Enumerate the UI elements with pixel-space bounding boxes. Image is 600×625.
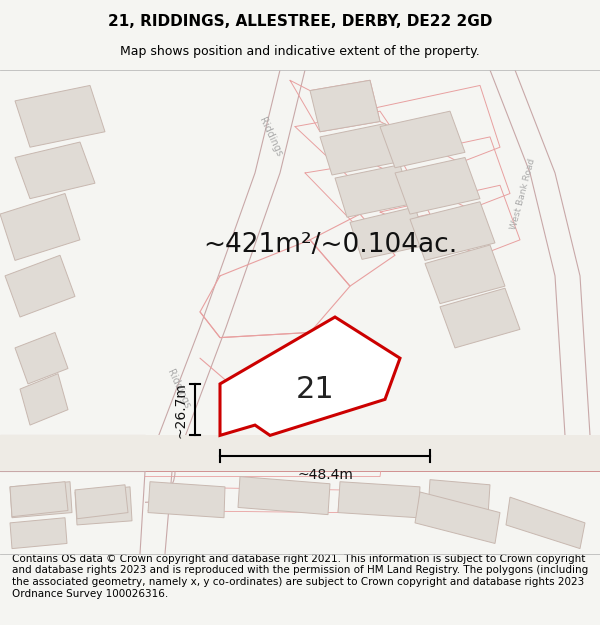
Text: ~26.7m: ~26.7m [173,382,187,438]
Text: ~48.4m: ~48.4m [297,468,353,482]
Text: Contains OS data © Crown copyright and database right 2021. This information is : Contains OS data © Crown copyright and d… [12,554,588,599]
Text: Riddings: Riddings [164,368,191,410]
Polygon shape [238,476,330,514]
Polygon shape [380,111,465,168]
Polygon shape [15,142,95,199]
Polygon shape [320,124,395,175]
Polygon shape [5,255,75,317]
Polygon shape [220,317,400,436]
Polygon shape [310,80,380,132]
Polygon shape [10,482,68,517]
Polygon shape [75,487,132,525]
Polygon shape [338,482,420,518]
Polygon shape [410,202,495,261]
Polygon shape [335,165,412,217]
Polygon shape [415,492,500,544]
Polygon shape [20,374,68,425]
Polygon shape [428,479,490,516]
Polygon shape [148,482,225,518]
Text: Riddings: Riddings [257,116,283,158]
Polygon shape [395,158,480,214]
Polygon shape [440,288,520,348]
Text: West Bank Road: West Bank Road [509,157,537,230]
Polygon shape [15,86,105,148]
Text: ~421m²/~0.104ac.: ~421m²/~0.104ac. [203,232,457,258]
Polygon shape [506,497,585,549]
Text: 21: 21 [296,374,334,404]
Polygon shape [10,482,72,518]
Polygon shape [350,207,427,259]
Polygon shape [0,436,600,471]
Polygon shape [425,245,505,304]
Polygon shape [75,485,128,519]
Polygon shape [0,194,80,261]
Text: Map shows position and indicative extent of the property.: Map shows position and indicative extent… [120,46,480,59]
Polygon shape [15,332,68,384]
Text: 21, RIDDINGS, ALLESTREE, DERBY, DE22 2GD: 21, RIDDINGS, ALLESTREE, DERBY, DE22 2GD [108,14,492,29]
Polygon shape [10,518,67,549]
